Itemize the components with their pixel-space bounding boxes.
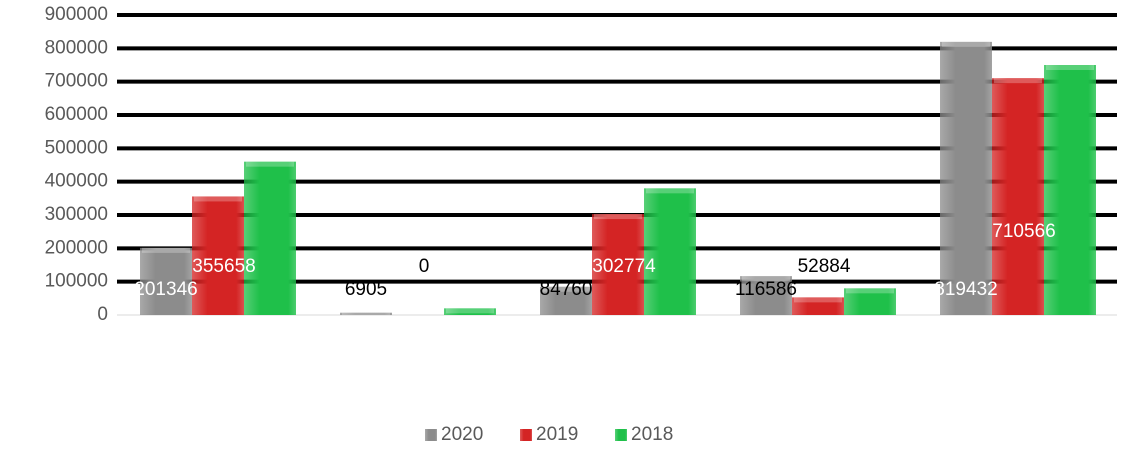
- bar-highlight: [246, 161, 294, 167]
- legend-swatch: [615, 429, 627, 441]
- data-label: 710566: [992, 221, 1055, 242]
- y-tick-label: 500000: [45, 137, 108, 158]
- bar-highlight: [942, 41, 990, 47]
- data-label: 116586: [735, 279, 797, 300]
- data-label: 6905: [345, 279, 387, 300]
- y-tick-label: 900000: [45, 4, 108, 25]
- bar: [940, 41, 992, 316]
- bar: [792, 297, 844, 315]
- bar: [140, 247, 192, 315]
- bar: [244, 161, 296, 315]
- bar: [644, 188, 696, 315]
- bar: [844, 288, 896, 315]
- bar: [592, 214, 644, 315]
- bar: [540, 286, 592, 315]
- y-tick-label: 700000: [45, 71, 108, 92]
- data-label: 355658: [192, 256, 255, 277]
- y-tick-label: 100000: [45, 271, 108, 292]
- bar: [1044, 65, 1096, 315]
- bar-highlight: [342, 312, 390, 315]
- y-tick-label: 0: [97, 304, 108, 325]
- bar: [192, 196, 244, 315]
- data-label: 52884: [798, 256, 851, 277]
- legend-label: 2020: [441, 424, 483, 445]
- legend-label: 2019: [536, 424, 578, 445]
- y-tick-label: 300000: [45, 204, 108, 225]
- bar-highlight: [542, 286, 590, 292]
- legend-swatch: [425, 429, 437, 441]
- bar-highlight: [846, 288, 894, 294]
- y-tick-label: 600000: [45, 104, 108, 125]
- bar-highlight: [1046, 65, 1094, 70]
- bar: [340, 312, 392, 315]
- bar-highlight: [646, 188, 694, 194]
- data-label: 819432: [934, 279, 997, 300]
- legend-swatch: [520, 429, 532, 441]
- data-label: 0: [419, 256, 430, 277]
- bar-highlight: [742, 276, 790, 282]
- data-label: 84760: [540, 279, 593, 300]
- bar-highlight: [142, 247, 190, 253]
- bar-highlight: [594, 214, 642, 220]
- bar: [740, 276, 792, 315]
- bar-highlight: [994, 78, 1042, 84]
- y-tick-label: 400000: [45, 171, 108, 192]
- bar-highlight: [794, 297, 842, 303]
- legend-label: 2018: [631, 424, 673, 445]
- bar-highlight: [194, 196, 242, 202]
- bar-highlight: [446, 308, 494, 314]
- bar: [992, 78, 1044, 315]
- y-tick-label: 200000: [45, 237, 108, 258]
- data-label: 302774: [592, 256, 656, 277]
- bar: [444, 308, 496, 315]
- y-tick-label: 800000: [45, 37, 108, 58]
- data-label: 201346: [134, 279, 197, 300]
